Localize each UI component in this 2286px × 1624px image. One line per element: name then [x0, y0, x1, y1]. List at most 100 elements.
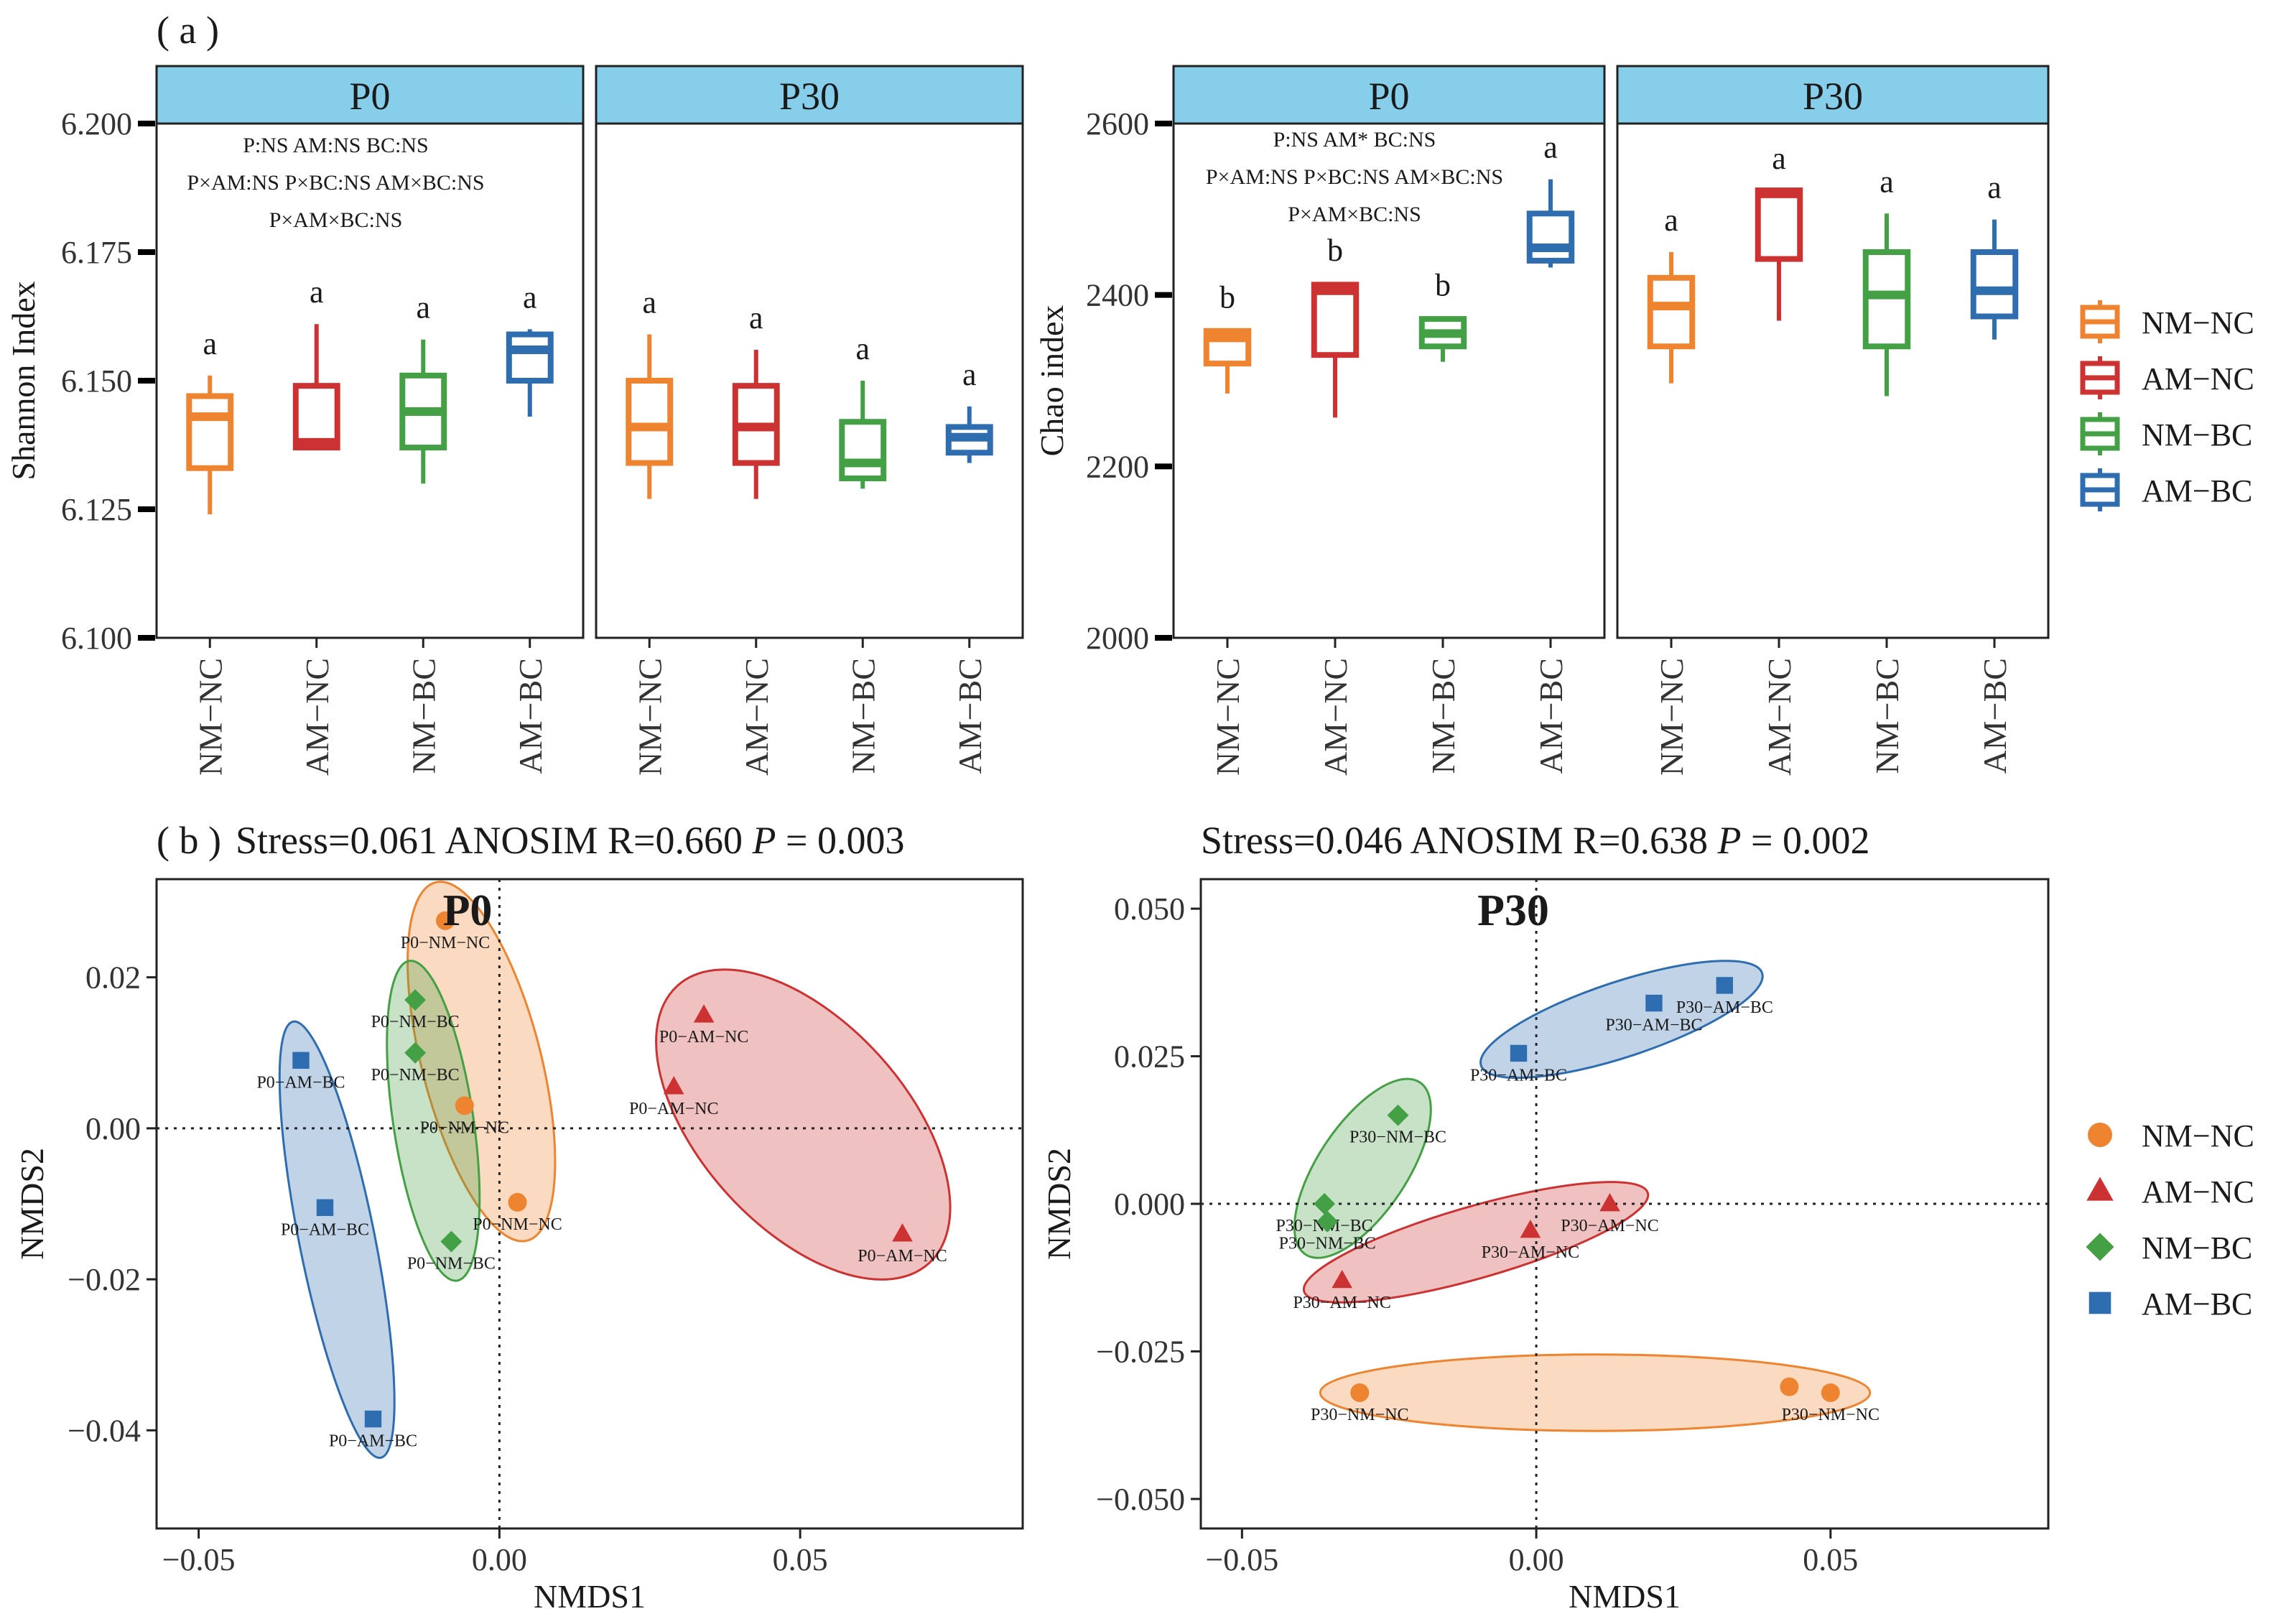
significance-letter: a	[1664, 203, 1678, 238]
nmds_p30-y-tick-label: 0.000	[1114, 1187, 1185, 1222]
nmds_p30-hull-am-bc	[1479, 960, 1764, 1080]
nmds_p30-y-tick-label: −0.050	[1096, 1482, 1185, 1517]
nmds_p30-point-am-nc	[1520, 1220, 1541, 1238]
shannon-strip-p0	[155, 65, 585, 125]
shannon-anova-annotation: P×AM×BC:NS	[269, 208, 403, 232]
shannon-box-p0-nm-nc: a	[186, 326, 234, 515]
nmds_p0-y-tick-label: −0.02	[68, 1262, 141, 1297]
nmds_p30-point-label: P30−AM−NC	[1561, 1217, 1658, 1235]
shannon-x-tick-label: AM−NC	[738, 658, 775, 776]
shannon-x-tick-label: NM−BC	[405, 658, 442, 774]
significance-letter: a	[749, 300, 763, 335]
chao-x-tick-label: AM−BC	[1976, 658, 2013, 774]
nmds_p30-point-nm-nc	[1350, 1383, 1370, 1402]
chao-box-p30-nm-nc: a	[1647, 203, 1696, 384]
shannon-panel-p0	[155, 122, 585, 639]
nmds_p30-point-label: P30−AM−BC	[1605, 1016, 1702, 1035]
shannon-box-p30-am-bc: a	[945, 357, 993, 463]
nmds_p30-point-am-bc	[1645, 994, 1663, 1012]
shannon-y-tick-label: 6.200	[61, 106, 132, 141]
shannon-y-tick-label: 6.100	[61, 621, 132, 656]
nmds_p0-facet-title: P0	[443, 886, 493, 935]
shannon-x-tick-label: NM−NC	[192, 658, 228, 776]
shannon-box-p0-nm-bc: a	[399, 290, 447, 484]
chao-anova-annotation: P:NS AM* BC:NS	[1273, 128, 1436, 152]
shannon-box-p30-nm-bc: a	[839, 331, 887, 489]
box-body	[839, 419, 887, 482]
chao-y-tick-label: 2000	[1086, 621, 1149, 656]
nmds_p30-point-label: P30−NM−BC	[1349, 1128, 1446, 1147]
significance-letter: a	[310, 274, 324, 310]
chao-anova-annotation: P×AM:NS P×BC:NS AM×BC:NS	[1206, 165, 1503, 189]
nmds_p0-x-tick-label: −0.05	[162, 1542, 236, 1577]
shannon-anova-annotation: P×AM:NS P×BC:NS AM×BC:NS	[187, 171, 484, 195]
shannon-strip-p30	[595, 65, 1024, 125]
nmds_p0-point-nm-bc	[440, 1230, 463, 1253]
significance-letter: a	[855, 331, 870, 366]
chao-x-tick-label: AM−BC	[1533, 658, 1569, 774]
chao-box-p30-nm-bc: a	[1862, 164, 1911, 396]
chao-box-p0-am-bc: a	[1526, 130, 1575, 268]
nmds_p0-hull-am-bc	[278, 1020, 396, 1460]
nmds-p0-scatter: Stress=0.061 ANOSIM R=0.660 P = 0.003P0−…	[14, 819, 1024, 1615]
nmds_p30-point-label: P30−NM−BC	[1279, 1235, 1376, 1253]
shannon-x-tick-label: AM−BC	[952, 658, 988, 774]
nmds_p30-point-label: P30−AM−NC	[1482, 1243, 1579, 1262]
shannon-y-tick-label: 6.125	[61, 492, 132, 527]
nmds-p30-scatter: Stress=0.046 ANOSIM R=0.638 P = 0.002 P30…	[1041, 819, 2050, 1615]
nmds_p30-y-tick-label: 0.050	[1114, 891, 1185, 927]
nmds_p30-title: Stress=0.046 ANOSIM R=0.638 P = 0.002	[1201, 819, 1869, 862]
chao-box-p0-am-nc: b	[1311, 233, 1360, 418]
significance-letter: b	[1327, 233, 1343, 268]
chao-x-tick-label: NM−BC	[1869, 658, 1905, 774]
chao-box-p30-am-bc: a	[1970, 170, 2019, 340]
shannon-x-tick-label: NM−NC	[631, 658, 668, 776]
nmds_p30-facet-title: P30	[1477, 886, 1549, 935]
nmds_p30-point-am-bc	[1716, 977, 1734, 994]
nmds_p0-y-axis-title: NMDS2	[14, 1148, 50, 1260]
significance-letter: a	[1543, 130, 1558, 165]
legend-label-nm-bc: NM−BC	[2142, 417, 2252, 453]
nmds_p0-panel-border	[155, 878, 1024, 1530]
nmds_p0-point-nm-nc	[508, 1192, 527, 1212]
nmds_p0-point-label: P0−NM−BC	[407, 1255, 496, 1273]
nmds_p0-point-nm-nc	[436, 911, 455, 930]
significance-letter: a	[416, 290, 430, 325]
legend-key-nm-bc	[2086, 1233, 2114, 1261]
chao-x-tick-label: NM−NC	[1653, 658, 1690, 776]
panel-label-a: ( a )	[157, 9, 219, 52]
legend-label-am-bc: AM−BC	[2142, 1286, 2252, 1322]
chao-box-p0-nm-nc: b	[1203, 279, 1252, 394]
legend-label-nm-nc: NM−NC	[2142, 1118, 2254, 1154]
box-body	[1970, 249, 2019, 320]
shannon-panel-p30	[595, 122, 1024, 639]
nmds_p0-point-label: P0−AM−BC	[281, 1220, 369, 1239]
chao-strip-label-p30: P30	[1803, 75, 1863, 118]
significance-letter: a	[1772, 141, 1786, 176]
nmds_p0-point-label: P0−NM−BC	[371, 1066, 460, 1085]
nmds_p30-y-axis-title: NMDS2	[1041, 1148, 1077, 1260]
shannon-box-p30-am-nc: a	[732, 300, 780, 499]
significance-letter: a	[962, 357, 977, 392]
nmds_p0-point-label: P0−NM−NC	[473, 1215, 562, 1234]
nmds_p30-hull-nm-nc	[1319, 1353, 1872, 1432]
chao-strip-label-p0: P0	[1368, 75, 1409, 118]
nmds_p0-y-tick-label: 0.02	[85, 960, 141, 996]
chao-x-tick-label: AM−NC	[1317, 658, 1354, 776]
significance-letter: a	[523, 279, 537, 315]
box-body	[1311, 282, 1360, 358]
shannon-box-p0-am-bc: a	[506, 279, 554, 417]
nmds_p0-point-am-nc	[892, 1223, 913, 1242]
legend-key-am-nc	[2086, 1177, 2114, 1201]
panel-label-b: ( b )	[157, 819, 221, 862]
nmds_p0-hull-nm-nc	[406, 881, 557, 1243]
nmds_p0-point-label: P0−AM−NC	[659, 1028, 748, 1047]
shannon-box-p0-am-nc: a	[292, 274, 340, 451]
nmds_p30-point-am-nc	[1599, 1193, 1620, 1212]
nmds_p0-point-label: P0−NM−BC	[371, 1013, 460, 1031]
nmds_p30-point-nm-nc	[1780, 1377, 1799, 1396]
nmds_p30-x-tick-label: 0.05	[1803, 1542, 1858, 1577]
nmds_p0-point-nm-bc	[404, 1041, 427, 1064]
legend-label-am-nc: AM−NC	[2142, 1174, 2254, 1210]
